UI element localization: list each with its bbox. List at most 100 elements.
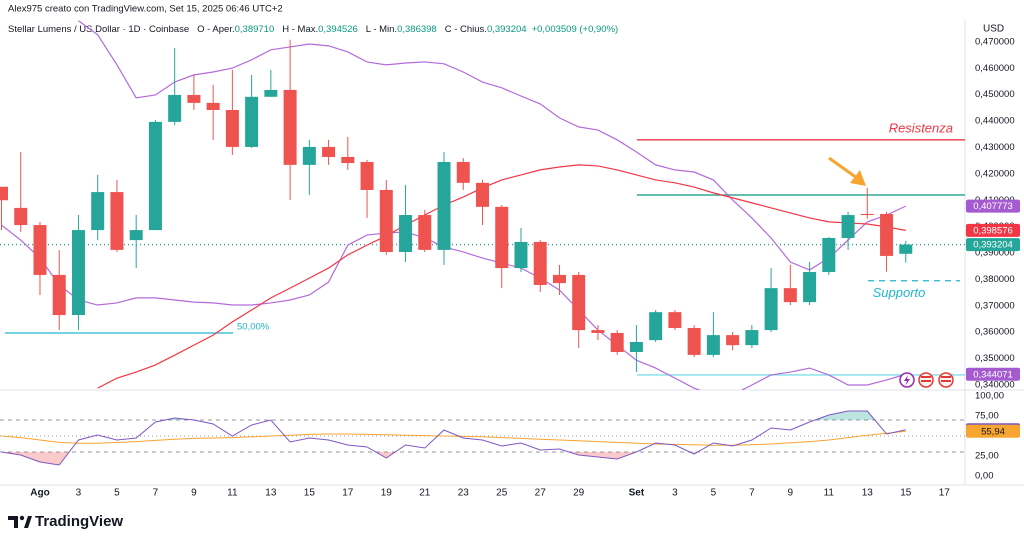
flag-stripe <box>921 376 931 378</box>
candle-body <box>418 215 432 250</box>
candle-body <box>399 215 413 252</box>
candle-body <box>264 89 278 97</box>
ohlc-value: 0,394526 <box>318 24 358 35</box>
x-tick-label: 29 <box>573 488 585 499</box>
candle-body <box>91 192 105 231</box>
candle-body <box>33 225 47 275</box>
candle-body <box>14 207 28 226</box>
y-tick-label: 0,380000 <box>975 274 1015 285</box>
candle-body <box>148 121 162 231</box>
candle-body <box>52 274 66 316</box>
x-tick-label: 3 <box>672 488 678 499</box>
candle-body <box>822 237 836 273</box>
arrow-shaft <box>828 156 858 180</box>
candle-body <box>206 102 220 110</box>
ohlc-value: 0,386398 <box>397 24 437 35</box>
candle-body <box>841 215 855 238</box>
event-icons <box>899 372 954 388</box>
plot-area <box>0 410 965 466</box>
level-label: 50,00% <box>237 322 270 333</box>
y-tick-label: 25,00 <box>975 451 999 462</box>
candle-body <box>476 182 489 207</box>
price-label-box <box>966 223 1020 237</box>
candle-body <box>552 274 566 284</box>
x-tick-label: 17 <box>342 488 354 499</box>
flag-stripe <box>941 376 951 378</box>
y-tick-label: 0,350000 <box>975 353 1015 364</box>
y-tick-label: 0,360000 <box>975 327 1015 338</box>
x-tick-label: 27 <box>535 488 547 499</box>
x-tick-label: 5 <box>114 488 120 499</box>
y-tick-label: 0,390000 <box>975 248 1015 259</box>
candle-body <box>764 288 778 331</box>
x-tick-label: 7 <box>749 488 755 499</box>
annotation-arrow <box>828 156 866 186</box>
x-tick-label: 19 <box>381 488 393 499</box>
candle-body <box>533 241 547 285</box>
x-tick-label: 13 <box>265 488 277 499</box>
candle-body <box>860 213 874 216</box>
candle-body <box>360 161 374 190</box>
price-label: 0,393204 <box>973 240 1013 251</box>
candle-body <box>302 146 316 165</box>
x-tick-label: 13 <box>862 488 874 499</box>
series-line <box>1 410 906 466</box>
y-tick-label: 0,420000 <box>975 168 1015 179</box>
x-tick-label: 3 <box>76 488 82 499</box>
symbol-legend: Stellar Lumens / US Dollar · 1D · Coinba… <box>8 24 618 35</box>
x-tick-label: Ago <box>30 488 49 499</box>
logo-mark <box>8 516 18 528</box>
series-line <box>1 224 906 390</box>
x-tick-label: 23 <box>458 488 470 499</box>
candle-body <box>187 94 201 103</box>
x-tick-label: 15 <box>304 488 316 499</box>
x-tick-label: 17 <box>939 488 951 499</box>
ohlc-key: L - Min. <box>366 24 397 35</box>
candle-body <box>245 96 259 147</box>
candle-body <box>0 186 8 201</box>
candle-body <box>71 230 85 316</box>
level-label: Resistenza <box>889 120 953 135</box>
x-tick-label: 7 <box>153 488 159 499</box>
logo-mark <box>24 516 32 528</box>
flag-stripe <box>941 380 951 382</box>
x-tick-label: 15 <box>900 488 912 499</box>
y-tick-label: 0,340000 <box>975 380 1015 391</box>
candle-body <box>341 156 355 164</box>
price-label-box <box>966 424 1020 438</box>
candle-body <box>629 341 643 352</box>
price-label-box <box>966 238 1020 252</box>
symbol-name: Stellar Lumens / US Dollar · 1D · Coinba… <box>8 24 189 35</box>
candle-body <box>610 332 624 352</box>
lightning-glyph <box>904 375 910 386</box>
x-tick-label: 11 <box>824 488 835 499</box>
x-tick-label: 21 <box>419 488 431 499</box>
candle-body <box>706 335 720 355</box>
candle-body <box>783 288 797 303</box>
candle-body <box>110 192 124 250</box>
logo-dot <box>19 515 25 521</box>
candle-body <box>899 244 913 254</box>
price-label-box <box>966 199 1020 213</box>
x-tick-label: 9 <box>788 488 794 499</box>
price-label: 0,407773 <box>973 201 1013 212</box>
candle-body <box>668 312 682 328</box>
y-tick-label: 0,460000 <box>975 63 1015 74</box>
ohlc-key: C - Chius. <box>445 24 487 35</box>
plot-area: Resistenza Supporto 50,00% <box>0 20 965 390</box>
y-tick-label: 0,370000 <box>975 300 1015 311</box>
candle-body <box>437 161 451 250</box>
candle-body <box>572 274 586 331</box>
flag-stripe <box>921 380 931 382</box>
credit: Alex975 creato con TradingView.com, Set … <box>8 4 283 15</box>
ohlc-value: 0,393204 <box>487 24 527 35</box>
y-tick-label: 75,00 <box>975 411 999 422</box>
candle-body <box>880 213 894 256</box>
candle-body <box>726 335 740 346</box>
y-tick-label: 0,00 <box>975 471 994 482</box>
y-tick-label: 0,430000 <box>975 142 1015 153</box>
y-tick-label: 0,440000 <box>975 116 1015 127</box>
candle-body <box>129 230 143 241</box>
